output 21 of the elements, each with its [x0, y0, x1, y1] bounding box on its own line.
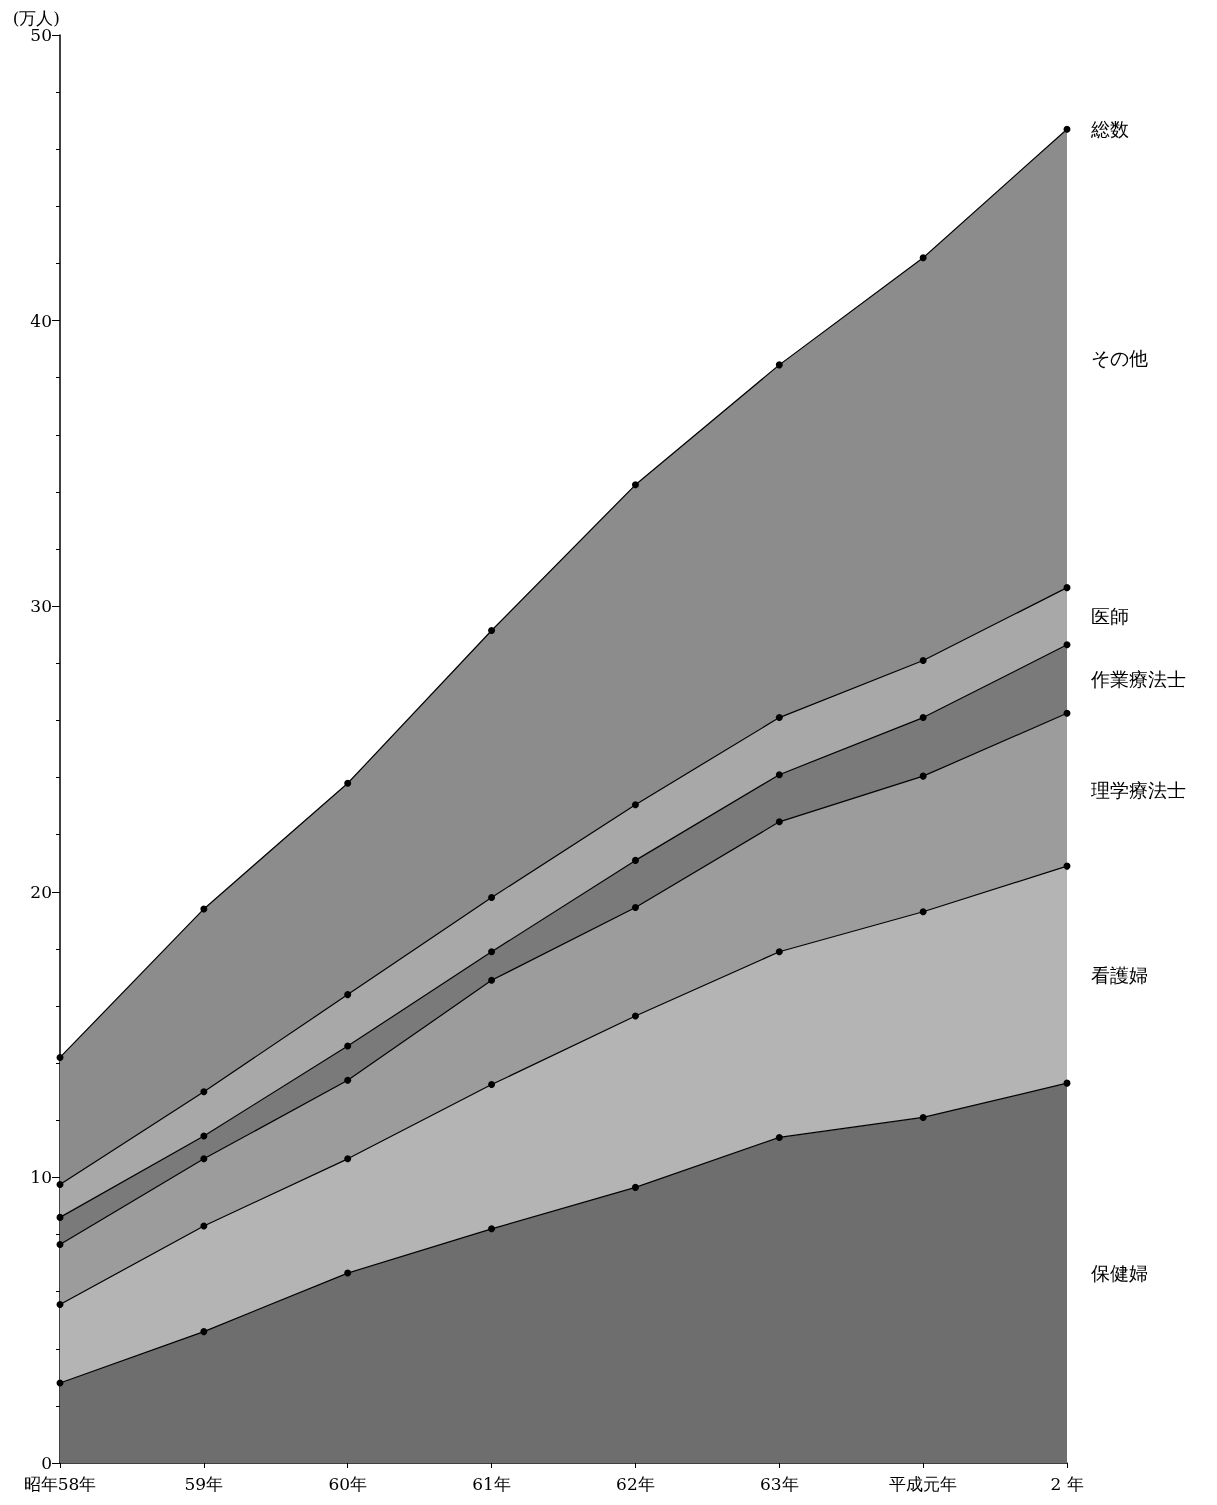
series-label: 看護婦: [1091, 963, 1148, 986]
x-tick-label: 61年: [472, 1473, 511, 1494]
x-tick-label: 62年: [616, 1473, 655, 1494]
annotation: 総数: [1090, 118, 1129, 141]
y-tick-label: 40: [30, 310, 52, 331]
series-label: 保健婦: [1091, 1262, 1148, 1285]
y-tick-label: 0: [41, 1453, 52, 1473]
x-tick-label: 59年: [184, 1473, 224, 1494]
x-tick-label: 63年: [759, 1473, 799, 1494]
series-label: 医師: [1091, 605, 1129, 628]
x-tick-label: 平成元年: [889, 1473, 958, 1494]
y-axis-title: (万人): [12, 8, 60, 29]
y-tick-label: 10: [30, 1167, 52, 1188]
y-tick-label: 20: [30, 881, 52, 902]
x-tick-label: 2 年: [1050, 1473, 1084, 1494]
y-tick-label: 30: [30, 596, 52, 617]
series-label: 理学療法士: [1091, 778, 1186, 801]
series-label: 作業療法士: [1090, 668, 1186, 691]
x-tick-label: 昭年58年: [23, 1473, 97, 1494]
series-label: その他: [1091, 347, 1148, 370]
x-tick-label: 60年: [328, 1473, 368, 1494]
